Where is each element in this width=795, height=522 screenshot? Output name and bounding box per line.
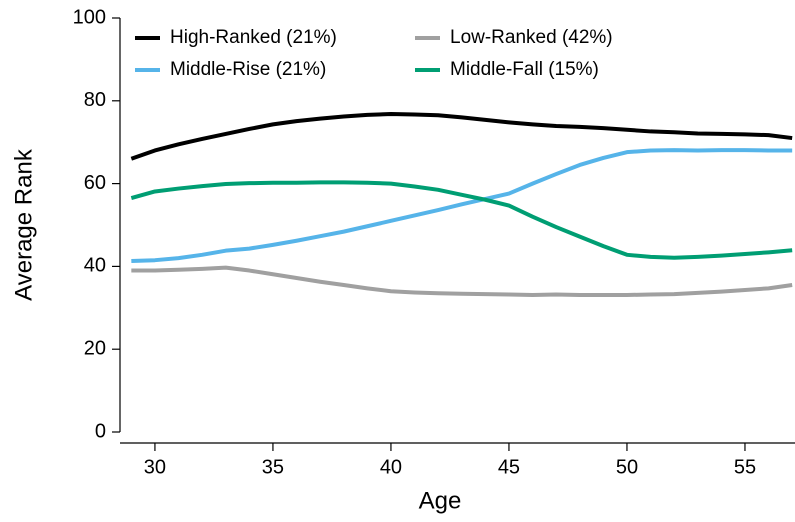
y-tick-label: 80 bbox=[84, 89, 106, 111]
x-tick-label: 50 bbox=[616, 456, 638, 478]
y-tick-label: 100 bbox=[73, 6, 106, 28]
legend-label: Middle-Rise (21%) bbox=[170, 59, 326, 80]
x-tick-label: 35 bbox=[262, 456, 284, 478]
y-tick-label: 60 bbox=[84, 172, 106, 194]
x-axis-label: Age bbox=[419, 487, 462, 514]
legend-label: Low-Ranked (42%) bbox=[450, 27, 613, 48]
legend-label: Middle-Fall (15%) bbox=[450, 59, 599, 80]
series-line bbox=[130, 112, 793, 161]
x-tick-label: 55 bbox=[734, 456, 756, 478]
y-tick-label: 20 bbox=[84, 337, 106, 359]
legend-label: High-Ranked (21%) bbox=[170, 27, 337, 48]
series-line bbox=[130, 180, 793, 260]
series-line bbox=[131, 148, 793, 264]
y-tick-label: 0 bbox=[95, 420, 106, 442]
x-tick-label: 30 bbox=[144, 456, 166, 478]
series-line bbox=[131, 265, 793, 297]
y-tick-label: 40 bbox=[84, 255, 106, 277]
y-axis-label: Average Rank bbox=[10, 148, 37, 301]
x-tick-label: 45 bbox=[498, 456, 520, 478]
x-tick-label: 40 bbox=[380, 456, 402, 478]
